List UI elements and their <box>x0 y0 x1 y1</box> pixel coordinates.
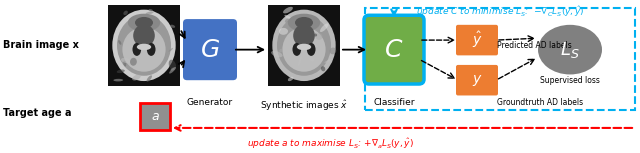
Ellipse shape <box>113 10 175 81</box>
Ellipse shape <box>168 48 173 52</box>
Ellipse shape <box>307 43 316 56</box>
Ellipse shape <box>113 79 123 81</box>
Text: update $a$ to maximise $L_S$: $+\nabla_a L_S(y, \hat{y})$: update $a$ to maximise $L_S$: $+\nabla_a… <box>246 136 413 151</box>
Text: Classifier: Classifier <box>373 98 415 107</box>
Ellipse shape <box>147 75 152 82</box>
FancyBboxPatch shape <box>364 15 424 84</box>
Ellipse shape <box>282 27 326 72</box>
Text: $G$: $G$ <box>200 38 220 62</box>
Ellipse shape <box>330 48 336 54</box>
Text: $y$: $y$ <box>472 73 483 88</box>
Ellipse shape <box>170 25 175 28</box>
Ellipse shape <box>121 58 131 63</box>
Ellipse shape <box>146 11 154 14</box>
Ellipse shape <box>116 69 125 73</box>
Ellipse shape <box>295 17 313 28</box>
Ellipse shape <box>169 67 176 74</box>
Ellipse shape <box>137 17 144 20</box>
Ellipse shape <box>169 60 176 70</box>
Ellipse shape <box>284 15 292 20</box>
Ellipse shape <box>314 34 317 37</box>
Ellipse shape <box>117 15 171 76</box>
Ellipse shape <box>297 44 311 50</box>
Ellipse shape <box>132 75 141 80</box>
Ellipse shape <box>283 7 293 13</box>
Ellipse shape <box>324 59 333 63</box>
FancyBboxPatch shape <box>183 19 237 80</box>
Text: Synthetic images $\hat{x}$: Synthetic images $\hat{x}$ <box>260 98 348 113</box>
Ellipse shape <box>271 51 283 57</box>
Ellipse shape <box>293 24 315 47</box>
Ellipse shape <box>148 9 153 11</box>
Ellipse shape <box>288 77 293 81</box>
FancyBboxPatch shape <box>268 5 340 86</box>
Text: Predicted AD labels: Predicted AD labels <box>497 41 572 50</box>
Ellipse shape <box>130 58 137 66</box>
Ellipse shape <box>124 11 128 15</box>
FancyBboxPatch shape <box>456 65 498 95</box>
Ellipse shape <box>316 33 323 40</box>
FancyBboxPatch shape <box>140 103 170 130</box>
Ellipse shape <box>279 28 288 35</box>
Text: $L_S$: $L_S$ <box>560 40 580 60</box>
Text: $C$: $C$ <box>384 38 404 62</box>
Text: Target age a: Target age a <box>3 108 72 118</box>
Ellipse shape <box>288 14 320 32</box>
Text: $\hat{y}$: $\hat{y}$ <box>472 30 483 50</box>
Ellipse shape <box>170 68 174 71</box>
Ellipse shape <box>132 43 141 56</box>
Ellipse shape <box>538 25 602 75</box>
Text: Generator: Generator <box>187 98 233 107</box>
Ellipse shape <box>277 15 331 76</box>
Ellipse shape <box>147 43 156 56</box>
Ellipse shape <box>321 66 325 71</box>
Text: update $C$ to minimise $L_S$:  $-\nabla_C L_S(y, \hat{y})$: update $C$ to minimise $L_S$: $-\nabla_C… <box>416 5 584 19</box>
Ellipse shape <box>273 10 336 81</box>
Ellipse shape <box>298 56 301 66</box>
Ellipse shape <box>135 17 153 28</box>
FancyBboxPatch shape <box>456 25 498 55</box>
Text: Supervised loss: Supervised loss <box>540 76 600 85</box>
Ellipse shape <box>144 39 147 41</box>
Ellipse shape <box>285 19 289 23</box>
Ellipse shape <box>122 27 166 72</box>
Ellipse shape <box>292 43 301 56</box>
Ellipse shape <box>137 44 151 50</box>
Ellipse shape <box>118 40 122 45</box>
Ellipse shape <box>310 42 319 47</box>
Text: Groundtruth AD labels: Groundtruth AD labels <box>497 98 583 107</box>
Ellipse shape <box>133 24 155 47</box>
Text: $a$: $a$ <box>150 110 159 123</box>
Ellipse shape <box>279 49 283 52</box>
Ellipse shape <box>310 28 313 32</box>
Ellipse shape <box>320 23 328 32</box>
Ellipse shape <box>309 57 314 61</box>
Text: Brain image x: Brain image x <box>3 40 79 50</box>
Ellipse shape <box>293 30 300 34</box>
Ellipse shape <box>128 14 160 32</box>
FancyBboxPatch shape <box>108 5 180 86</box>
Ellipse shape <box>124 61 126 67</box>
